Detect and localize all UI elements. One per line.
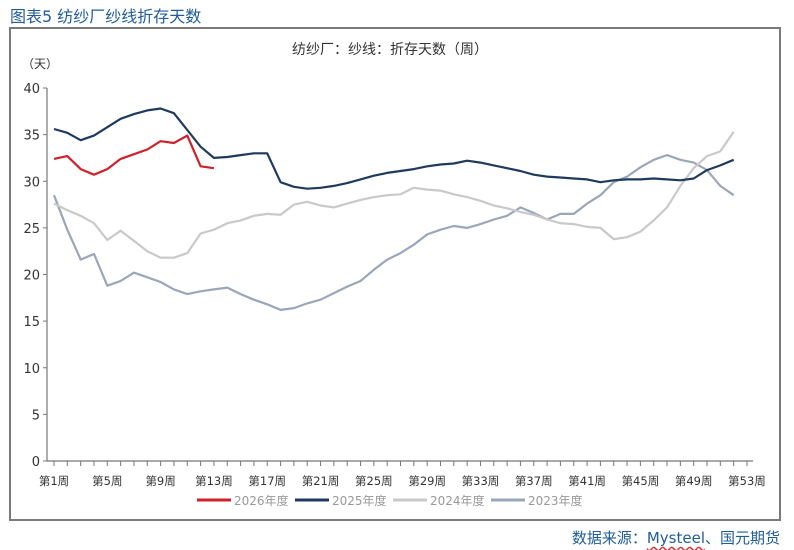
legend-label: 2025年度 [332,493,387,508]
legend-label: 2023年度 [528,493,583,508]
chart-title: 纺纱厂：纱线：折存天数（周） [292,42,488,58]
y-tick-label: 0 [32,455,40,470]
series-line-2026年度 [53,134,215,176]
x-tick-label: 第17周 [248,474,286,488]
y-tick-label: 25 [23,222,40,237]
x-tick-label: 第13周 [195,474,233,488]
figure-title: 图表5 纺纱厂纱线折存天数 [10,7,202,26]
series-line-2025年度 [53,107,735,190]
chart-frame [9,27,781,521]
x-tick-label: 第53周 [728,474,766,488]
y-axis-label: （天） [22,57,58,71]
source-suffix: 、国元期货 [704,529,780,547]
y-tick-label: 10 [23,362,40,377]
x-tick-label: 第41周 [568,474,606,488]
source-name: Mysteel [646,529,705,547]
legend-label: 2024年度 [430,493,485,508]
x-tick-label: 第1周 [39,474,69,488]
legend-label: 2026年度 [234,493,289,508]
y-tick-label: 30 [23,175,40,190]
x-tick-label: 第9周 [145,474,175,488]
y-tick-label: 40 [23,82,40,97]
source-prefix: 数据来源： [571,529,647,547]
series-line-2024年度 [53,131,735,259]
x-tick-label: 第21周 [302,474,340,488]
y-tick-label: 35 [23,129,40,144]
data-source: 数据来源：Mysteel、国元期货 [572,527,780,548]
x-tick-label: 第5周 [92,474,122,488]
x-tick-label: 第25周 [355,474,393,488]
x-tick-label: 第49周 [675,474,713,488]
x-tick-label: 第33周 [462,474,500,488]
x-tick-label: 第45周 [622,474,660,488]
y-tick-label: 15 [23,315,40,330]
x-tick-label: 第29周 [408,474,446,488]
y-tick-label: 20 [23,269,40,284]
x-tick-label: 第37周 [515,474,553,488]
y-tick-label: 5 [32,408,40,423]
